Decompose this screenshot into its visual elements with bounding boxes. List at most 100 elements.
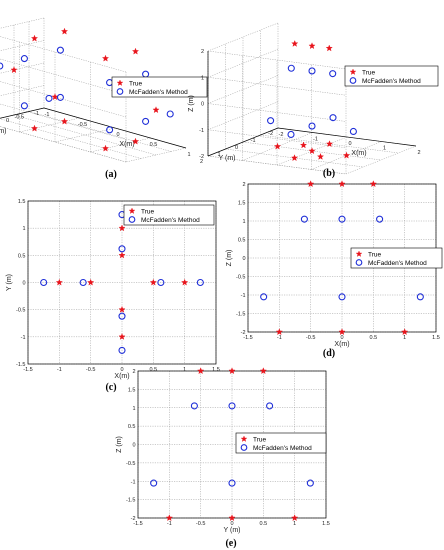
y-tick-label: 1.5	[128, 387, 136, 393]
x-tick-label: -1.5	[23, 367, 32, 373]
true-point	[60, 27, 69, 35]
y-tick-label: 0.5	[18, 253, 26, 259]
true-point	[401, 328, 409, 336]
method-point	[349, 77, 357, 84]
method-point	[40, 278, 48, 287]
x-axis-label: X(m)	[334, 341, 349, 348]
legend: True McFadden's Method	[235, 432, 327, 454]
y-tick-label: 0	[242, 256, 245, 262]
y-tick-label: 0	[132, 443, 135, 449]
true-point	[308, 147, 316, 155]
panel-3: -1.5 -1 -0.5 0 0.5 1 1.5-2-1.5-1-0.500.511.52X…	[226, 180, 443, 348]
method-point	[106, 126, 114, 134]
x-tick-label: 1	[187, 152, 190, 158]
grid-line	[0, 126, 127, 163]
method-point	[416, 293, 424, 301]
grid-line	[242, 141, 382, 161]
plot-frame	[27, 200, 217, 365]
grid-line	[0, 62, 45, 74]
y-tick-label: 1	[22, 226, 25, 232]
true-point	[128, 207, 136, 214]
legend-method-label: McFadden's Method	[362, 78, 421, 85]
x-axis-label: Y (m)	[224, 527, 241, 534]
true-point	[291, 514, 299, 522]
method-point	[306, 479, 314, 487]
method-point	[106, 79, 114, 87]
grid-line	[276, 136, 348, 166]
true-point	[152, 106, 160, 114]
x-axis-label: X(m)	[119, 141, 134, 148]
method-point	[287, 130, 295, 139]
method-point	[166, 110, 174, 118]
x-tick-label: -1.5	[243, 335, 252, 341]
true-point	[149, 278, 157, 286]
true-point	[307, 180, 315, 188]
true-point	[338, 180, 346, 188]
method-point	[266, 402, 274, 410]
y-tick-label: -1.5	[16, 362, 25, 368]
panel-2: -1.5 -1 -0.5 0 0.5 1 1.5 -1.5 -1 -0.5 0 0.5 1 1.5 X(m)…	[6, 199, 220, 380]
y-tick-label: 1.5	[18, 199, 26, 205]
grid-line	[0, 17, 45, 29]
y-tick-label: -2	[241, 330, 246, 336]
true-point	[55, 278, 63, 286]
true-point	[10, 66, 18, 74]
y-tick-label: 0.5	[238, 238, 246, 244]
true-point	[240, 435, 248, 442]
x-tick-label: 0	[340, 335, 343, 341]
x-tick-label: 1	[403, 335, 406, 341]
method-point	[260, 293, 268, 301]
legend-true-label: True	[253, 436, 267, 443]
grid-line	[207, 77, 347, 96]
method-point	[355, 259, 363, 266]
x-tick-label: -1	[313, 137, 318, 143]
x-tick-label: 0.5	[150, 367, 158, 373]
method-point	[300, 215, 308, 223]
true-point	[299, 141, 308, 149]
grid-line	[207, 103, 347, 122]
legend-box	[235, 432, 327, 454]
x-axis	[43, 107, 187, 149]
y-axis-label: Y (m)	[219, 155, 236, 162]
y-tick-label: -1.5	[236, 312, 245, 318]
z-tick-label: -2	[199, 154, 204, 160]
x-tick-label: -0.5	[196, 521, 205, 527]
legend-true-label: True	[362, 69, 376, 76]
true-point	[118, 305, 126, 313]
true-point	[118, 333, 126, 340]
y-tick-label: -1	[251, 138, 256, 144]
x-tick-label: -1	[57, 367, 62, 373]
true-point	[228, 367, 236, 375]
legend-method-label: McFadden's Method	[253, 445, 312, 452]
x-tick-label: 0	[348, 141, 351, 147]
x-tick-label: 1.5	[322, 521, 330, 527]
true-point	[275, 328, 283, 336]
legend-method-label: McFadden's Method	[368, 260, 427, 267]
z-tick-label: 1	[201, 75, 204, 81]
true-point	[118, 224, 126, 232]
legend-true-label: True	[368, 251, 382, 258]
y-axis	[207, 127, 279, 157]
method-point	[20, 102, 28, 110]
grid-line	[242, 132, 313, 161]
panel-caption: (e)	[225, 538, 236, 549]
true-point	[60, 117, 69, 125]
grid-line	[19, 117, 80, 133]
true-point	[116, 79, 124, 86]
method-point	[240, 444, 248, 451]
grid-line	[207, 22, 279, 52]
true-point	[291, 39, 299, 47]
method-point	[118, 245, 126, 253]
true-point	[165, 514, 173, 522]
true-point	[30, 34, 39, 42]
grid-line	[0, 85, 45, 97]
legend: True McFadden's Method	[350, 247, 443, 269]
x-tick-label: 1	[293, 521, 296, 527]
true-point	[369, 180, 377, 188]
y-axis-label: Y (m)	[0, 128, 6, 135]
true-point	[308, 42, 316, 50]
x-axis	[277, 127, 417, 147]
x-tick-label: -0.5	[306, 335, 315, 341]
method-point	[118, 312, 126, 320]
